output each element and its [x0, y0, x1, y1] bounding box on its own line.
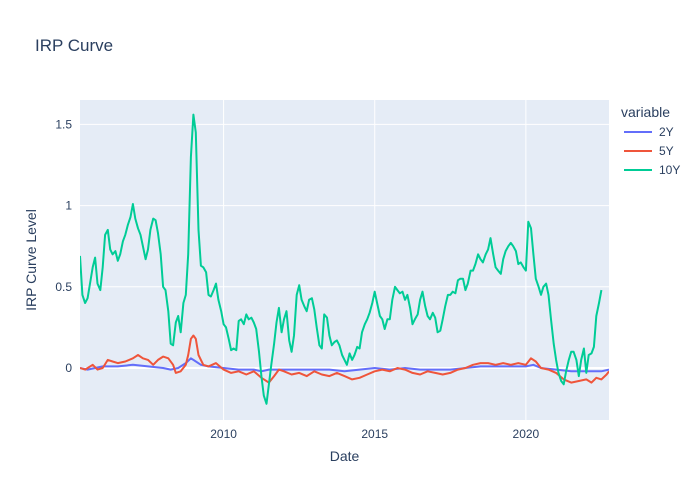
legend-label-5y: 5Y: [659, 144, 674, 158]
legend-label-10y: 10Y: [659, 163, 680, 177]
series-line-5y: [80, 334, 609, 384]
x-tick-label: 2020: [513, 427, 540, 441]
series-line-10y: [80, 113, 603, 405]
legend-label-2y: 2Y: [659, 125, 674, 139]
series-line-2y: [80, 357, 609, 373]
y-tick-label: 0.5: [55, 280, 72, 294]
chart-title: IRP Curve: [35, 36, 113, 55]
legend-title: variable: [621, 104, 670, 120]
x-tick-label: 2015: [361, 427, 388, 441]
x-tick-label: 2010: [210, 427, 237, 441]
axis-ticks: 2010 2015 2020 0 0.5 1 1.5: [55, 117, 539, 441]
x-axis-label: Date: [330, 448, 360, 464]
y-tick-label: 0: [65, 361, 72, 375]
y-axis-label: IRP Curve Level: [23, 209, 39, 311]
y-tick-label: 1: [65, 199, 72, 213]
series-lines: [80, 113, 609, 405]
y-tick-label: 1.5: [55, 117, 72, 131]
legend: variable 2Y 5Y 10Y: [621, 104, 680, 177]
